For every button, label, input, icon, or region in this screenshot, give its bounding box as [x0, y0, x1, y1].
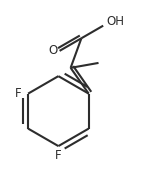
Text: F: F: [55, 149, 62, 162]
Text: F: F: [15, 87, 22, 100]
Text: OH: OH: [107, 15, 125, 28]
Text: O: O: [48, 44, 57, 57]
